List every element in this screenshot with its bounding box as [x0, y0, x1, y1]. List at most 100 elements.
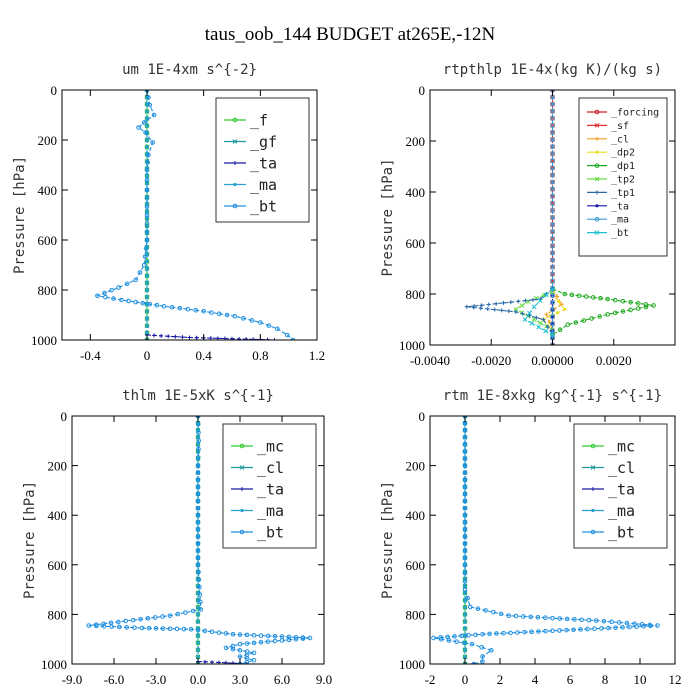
- data-point: [195, 519, 201, 525]
- data-point: [462, 498, 468, 504]
- data-point: [145, 295, 149, 299]
- data-point: [216, 311, 222, 317]
- data-point: [237, 648, 243, 653]
- data-point: [265, 639, 271, 644]
- data-point: [545, 325, 550, 330]
- data-point: [520, 311, 525, 316]
- data-point: [152, 333, 157, 338]
- legend: _forcing _sf _cl _dp2 _dp1 _tp2 _tp1 _ta _ma _bt: [578, 97, 668, 257]
- data-point: [550, 193, 555, 199]
- data-point: [463, 605, 467, 609]
- data-point: [208, 336, 213, 340]
- data-point: [586, 617, 592, 623]
- legend-marker: [232, 139, 238, 144]
- data-point: [462, 527, 468, 532]
- y-tick-label: 600: [48, 558, 68, 573]
- data-point: [506, 613, 512, 618]
- data-point: [469, 641, 475, 647]
- data-point: [563, 307, 567, 311]
- data-point: [605, 312, 610, 317]
- data-point: [224, 312, 230, 318]
- data-point: [188, 626, 194, 632]
- data-point: [266, 323, 272, 328]
- data-point: [550, 222, 555, 227]
- data-point: [130, 617, 136, 623]
- data-point: [132, 625, 137, 630]
- data-point: [196, 577, 202, 582]
- data-point: [508, 300, 513, 305]
- data-point: [463, 442, 467, 446]
- data-point: [116, 624, 122, 630]
- x-tick-label: -0.0040: [410, 353, 450, 368]
- data-point: [166, 334, 171, 339]
- data-point: [550, 179, 555, 185]
- legend-entry: _dp2: [611, 148, 635, 159]
- data-point: [462, 434, 468, 440]
- x-tick-label: 1.2: [309, 348, 325, 363]
- y-axis-label: Pressure [hPa]: [12, 156, 28, 274]
- data-point: [550, 236, 555, 242]
- data-point: [196, 527, 200, 531]
- legend: _mc _cl _ta _ma _bt: [222, 423, 317, 549]
- data-point: [307, 635, 313, 641]
- data-point: [537, 320, 543, 326]
- chart-panel-1: um 1E-4xm s^{-2} Pressure [hPa] 0 200 400 600…: [12, 62, 325, 363]
- legend-entry: _gf: [250, 133, 277, 151]
- data-point: [620, 309, 626, 314]
- data-point: [462, 427, 468, 433]
- data-point: [147, 301, 153, 307]
- data-point: [542, 615, 548, 621]
- legend-entry: _mc: [257, 437, 284, 455]
- x-tick-label: 0: [144, 348, 151, 363]
- data-point: [202, 628, 208, 634]
- data-point: [527, 310, 532, 316]
- data-point: [462, 661, 468, 664]
- data-point: [144, 221, 150, 226]
- data-point: [145, 274, 149, 278]
- legend-entry: _sf: [611, 121, 629, 132]
- y-tick-label: 1000: [41, 657, 67, 672]
- y-tick-label: 400: [406, 185, 426, 200]
- data-point: [195, 527, 201, 532]
- data-point: [116, 619, 121, 625]
- data-point: [251, 632, 257, 638]
- data-point: [550, 286, 555, 292]
- data-point: [196, 634, 200, 638]
- data-point: [550, 243, 555, 249]
- data-point: [145, 309, 149, 314]
- legend-marker: [233, 182, 237, 187]
- data-point: [643, 302, 649, 307]
- data-point: [462, 534, 468, 539]
- x-tick-label: 2: [497, 672, 504, 687]
- data-point: [544, 292, 549, 298]
- data-point: [572, 617, 577, 622]
- data-point: [143, 130, 148, 135]
- data-point: [583, 294, 589, 299]
- data-point: [145, 288, 149, 292]
- legend-box: [215, 97, 310, 223]
- data-point: [550, 278, 555, 284]
- legend-marker: [239, 443, 245, 449]
- data-point: [454, 639, 459, 644]
- data-point: [564, 627, 569, 633]
- series-points-bt: [431, 416, 660, 664]
- data-point: [185, 306, 191, 312]
- data-point: [557, 616, 563, 621]
- data-point: [177, 305, 183, 311]
- data-point: [492, 307, 497, 312]
- data-point: [562, 291, 568, 297]
- data-point: [544, 312, 549, 317]
- legend-entry: _bt: [257, 523, 284, 541]
- data-point: [473, 632, 478, 638]
- legend-entry: _ma: [250, 176, 277, 194]
- plot-frame: [61, 89, 318, 341]
- data-point: [195, 512, 201, 518]
- data-point: [585, 626, 590, 632]
- data-point: [144, 109, 150, 114]
- data-point: [195, 562, 201, 568]
- y-tick-label: 600: [406, 236, 426, 251]
- data-point: [550, 250, 555, 256]
- y-tick-label: 400: [38, 183, 58, 198]
- chart-panel-2: rtpthlp 1E-4x(kg K)/(kg s) Pressure [hPa]…: [380, 62, 676, 368]
- legend-box: [578, 97, 668, 257]
